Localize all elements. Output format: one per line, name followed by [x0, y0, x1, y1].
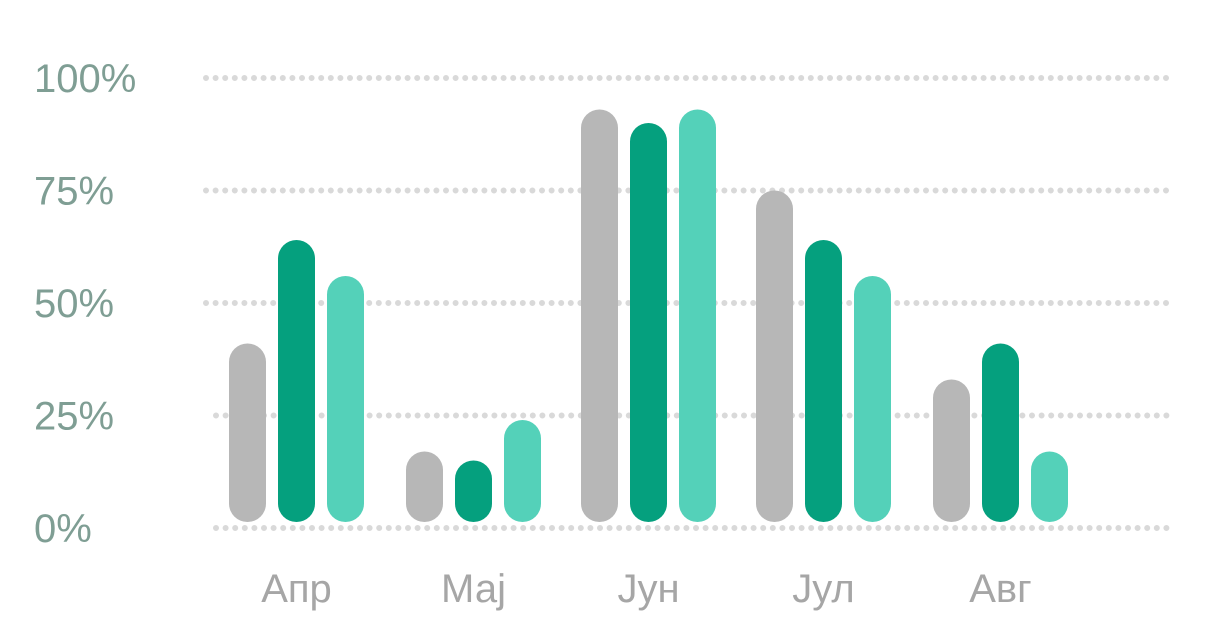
bar	[455, 460, 492, 522]
x-tick-label: Јун	[617, 567, 679, 611]
x-axis-ticks: Апр Мај Јун Јул Авг	[261, 567, 1032, 611]
x-tick-label: Јул	[792, 567, 854, 611]
bar	[327, 276, 364, 522]
bar	[1031, 451, 1068, 522]
y-tick-label: 0%	[34, 507, 92, 551]
bar	[229, 343, 266, 522]
y-tick-label: 100%	[34, 57, 136, 101]
y-tick-label: 50%	[34, 282, 114, 326]
bars	[229, 109, 1068, 522]
bar	[756, 190, 793, 522]
bar	[679, 109, 716, 522]
bar	[504, 420, 541, 522]
bar	[933, 379, 970, 522]
bar	[581, 109, 618, 522]
bar	[982, 343, 1019, 522]
bar	[630, 123, 667, 522]
bar	[854, 276, 891, 522]
x-tick-label: Мај	[441, 567, 506, 611]
y-tick-label: 75%	[34, 170, 114, 214]
bar	[805, 240, 842, 522]
bar	[278, 240, 315, 522]
y-tick-label: 25%	[34, 395, 114, 439]
x-tick-label: Апр	[261, 567, 332, 611]
bar	[406, 451, 443, 522]
y-axis-ticks: 0% 25% 50% 75% 100%	[34, 57, 136, 551]
x-tick-label: Авг	[969, 567, 1032, 611]
